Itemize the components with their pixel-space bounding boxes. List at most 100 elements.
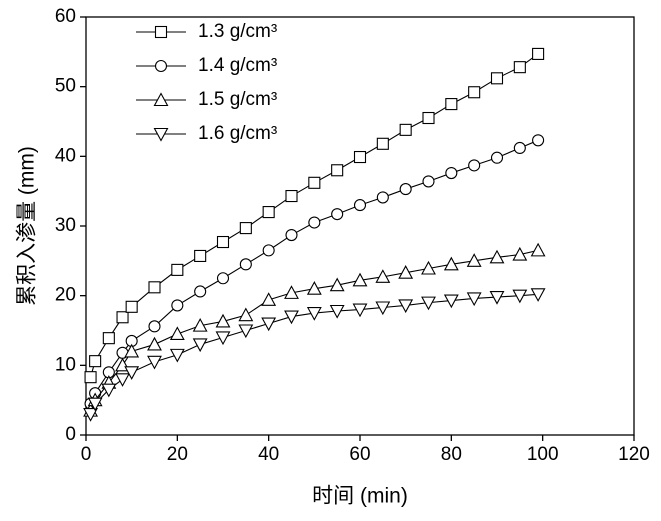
legend-label: 1.5 g/cm³ [198,89,277,110]
marker [101,383,117,398]
marker [261,292,277,306]
x-tick-label: 60 [349,444,370,465]
marker [285,189,298,203]
marker [308,176,321,189]
marker [512,289,528,304]
marker [399,183,412,196]
marker [153,92,169,107]
marker [84,371,97,384]
marker [329,304,345,319]
marker [466,253,482,267]
marker [375,269,391,283]
marker [468,86,481,99]
y-axis-label: 累积入渗量 (mm) [16,146,39,306]
marker [239,258,252,271]
marker [261,317,277,332]
marker [513,141,526,155]
marker [216,235,230,249]
x-tick-label: 40 [258,444,279,465]
x-tick-label: 80 [441,444,462,465]
marker [284,285,299,299]
marker [331,164,344,177]
marker [124,343,140,358]
x-axis-label: 时间 (min) [312,485,408,508]
marker [192,317,208,332]
y-tick-label: 40 [55,145,76,166]
marker [116,311,129,324]
x-tick-label: 100 [527,444,559,465]
y-tick-label: 20 [55,285,76,306]
marker [489,291,505,305]
marker [169,326,185,341]
x-tick-label: 120 [618,444,650,465]
marker [89,355,102,368]
marker [192,338,208,353]
marker [216,272,230,285]
marker [353,199,367,212]
marker [308,216,321,229]
marker [262,206,275,219]
marker [169,348,185,363]
marker [352,303,368,318]
marker [306,307,322,321]
marker [352,272,368,287]
marker [194,249,207,263]
marker [398,299,414,314]
marker [422,111,435,125]
x-tick-label: 0 [81,444,92,465]
marker [194,285,207,298]
y-tick-label: 10 [55,354,76,375]
marker [443,256,459,271]
marker [489,249,505,264]
marker [468,159,481,172]
marker [124,366,140,380]
legend-label: 1.4 g/cm³ [198,55,277,76]
y-tick-label: 30 [55,215,76,236]
marker [147,355,162,370]
marker [530,242,546,257]
marker [238,324,254,339]
marker [490,72,504,85]
marker [285,229,298,242]
marker [331,208,344,221]
marker [421,296,436,311]
marker [443,294,459,309]
marker [125,300,138,313]
marker [329,277,345,292]
marker [83,408,98,422]
marker [532,47,545,60]
marker [284,310,299,325]
marker [115,373,130,387]
marker [87,397,103,412]
marker [238,307,254,322]
marker [490,151,504,164]
marker [513,61,526,74]
marker [306,281,322,295]
marker [375,301,391,316]
y-tick-label: 60 [55,6,76,27]
marker [153,127,169,142]
plot-frame [85,16,635,436]
marker [148,281,161,294]
marker [154,25,168,39]
marker [530,288,546,302]
marker [398,265,414,279]
y-tick-label: 50 [55,76,76,97]
marker [154,59,168,73]
marker [421,260,436,275]
marker [445,98,458,111]
marker [445,167,458,180]
marker [512,246,528,261]
marker [399,123,412,136]
marker [376,191,389,204]
marker [148,320,161,333]
marker [353,150,367,164]
legend-label: 1.3 g/cm³ [198,21,277,42]
marker [102,332,115,345]
y-tick-label: 0 [65,424,76,445]
x-tick-label: 20 [167,444,188,465]
marker [422,175,435,188]
marker [376,137,389,150]
marker [147,336,162,351]
